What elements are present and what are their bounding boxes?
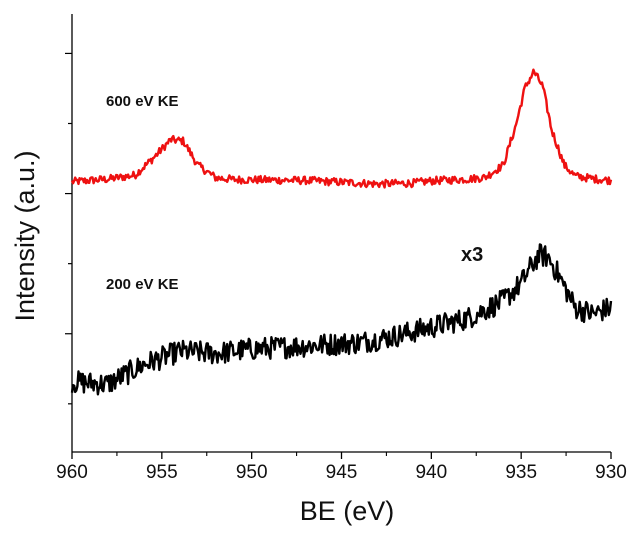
series-line-200ev: [70, 243, 613, 396]
series-line-600ev: [70, 68, 613, 189]
x-tick-label: 935: [505, 462, 537, 483]
series-label-200ev: 200 eV KE: [106, 276, 179, 293]
x-tick-label: 960: [56, 462, 88, 483]
y-axis-title: Intensity (a.u.): [10, 150, 40, 321]
x-axis-ticks: [71, 452, 612, 459]
x-axis-tick-labels: 960 955 950 945 940 935 930: [56, 462, 627, 483]
plot-area: 960 955 950 945 940 935 930: [56, 14, 627, 483]
x-tick-label: 930: [595, 462, 627, 483]
x-tick-label: 950: [236, 462, 268, 483]
y-axis-ticks: [65, 52, 72, 405]
x-tick-label: 945: [326, 462, 358, 483]
series-layer: [70, 68, 613, 396]
x-tick-label: 940: [415, 462, 447, 483]
series-label-600ev: 600 eV KE: [106, 93, 179, 110]
scale-factor-annotation: x3: [461, 244, 483, 266]
x-tick-label: 955: [146, 462, 178, 483]
x-axis-title: BE (eV): [300, 496, 395, 526]
